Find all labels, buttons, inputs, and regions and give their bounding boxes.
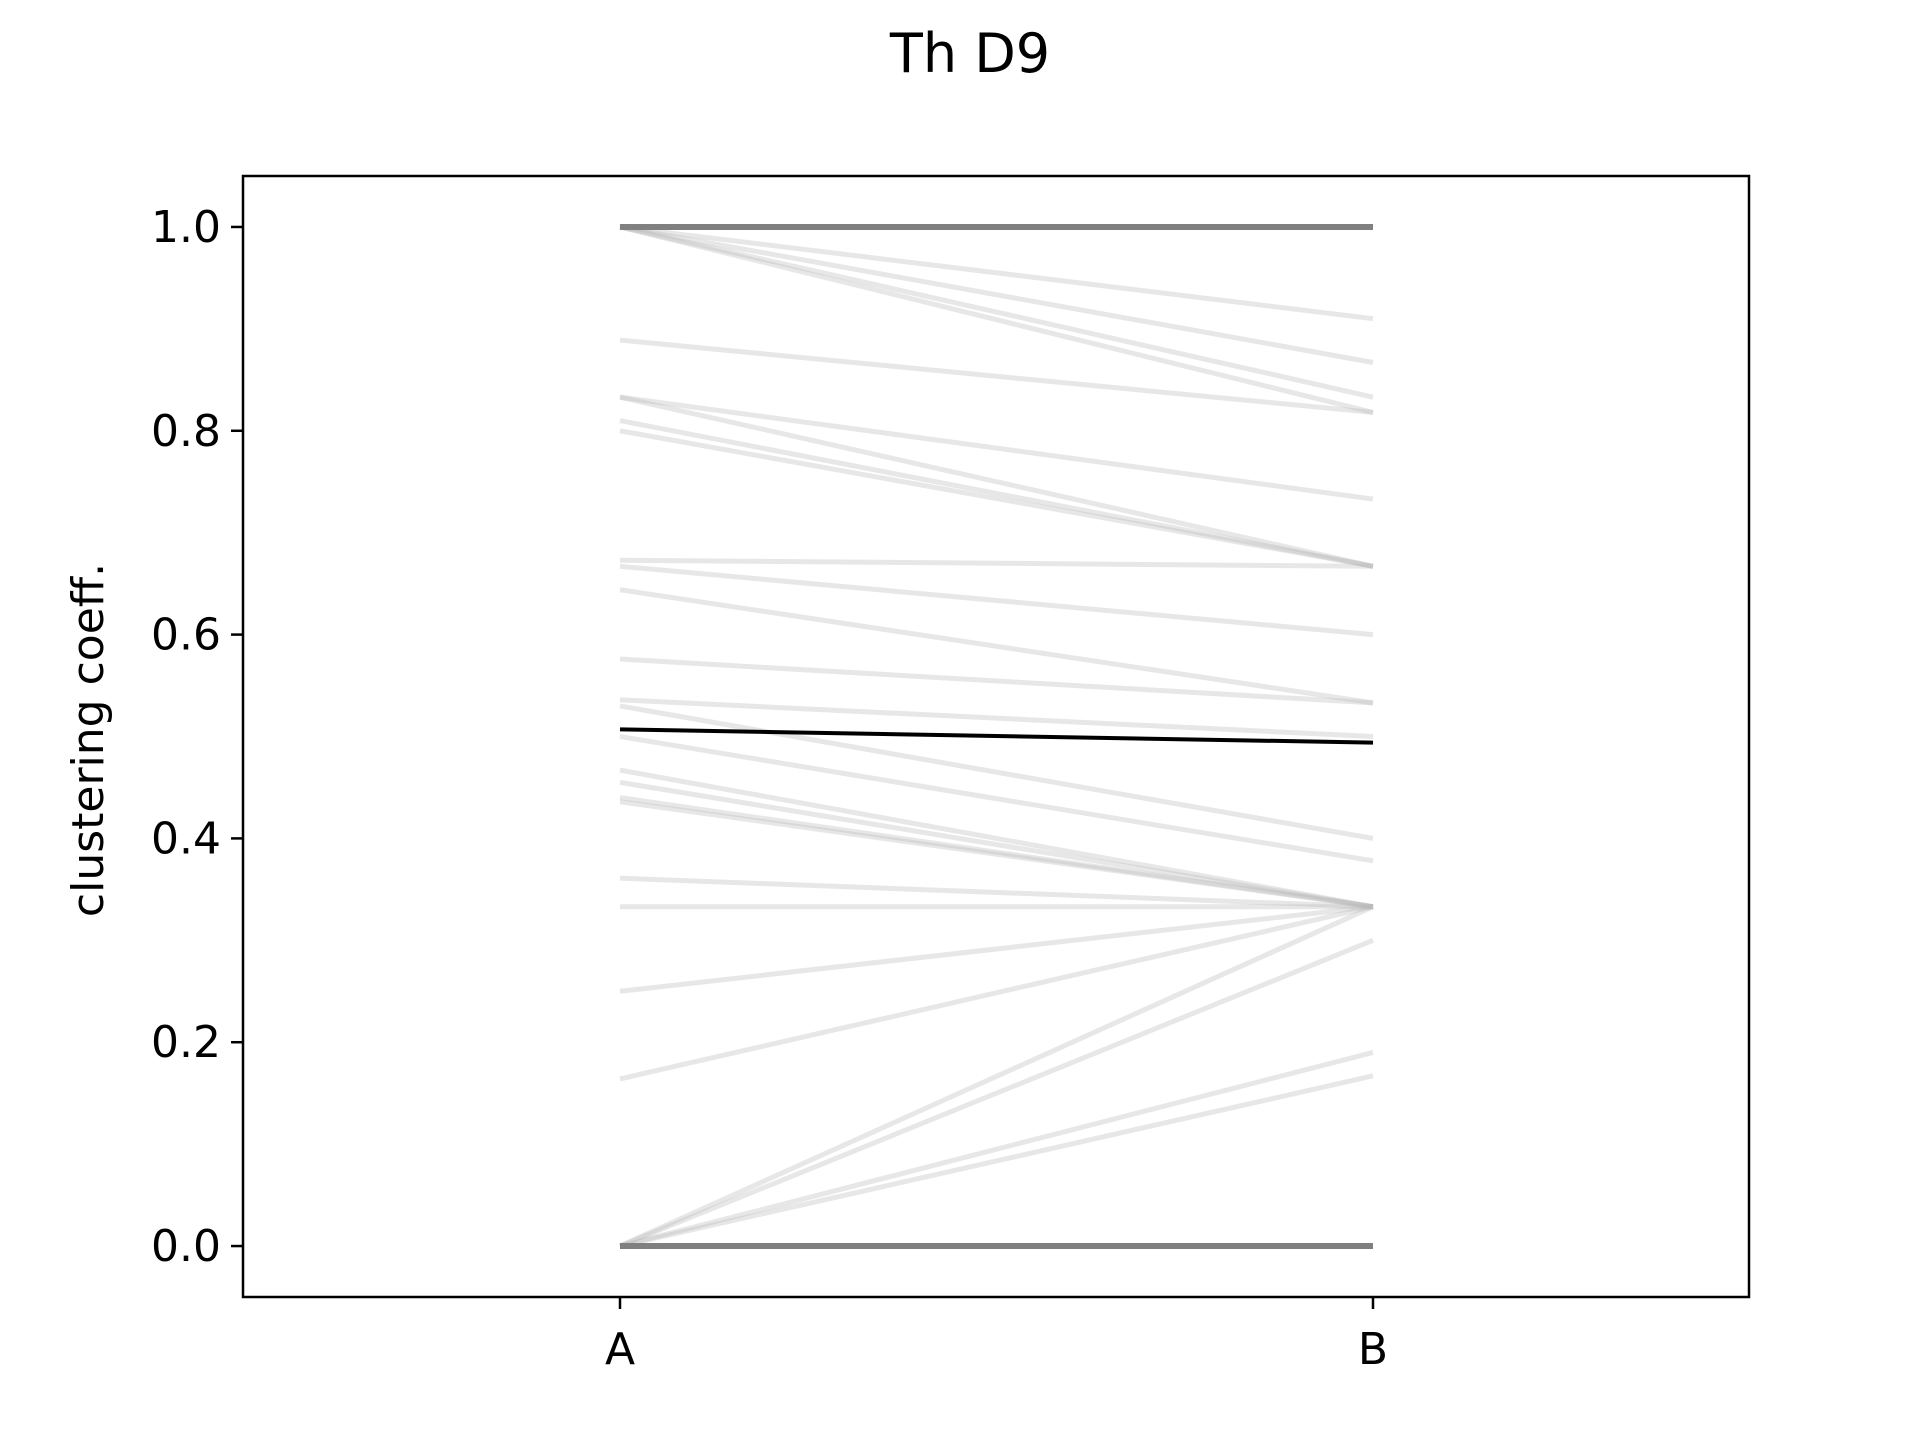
series-line bbox=[619, 938, 1374, 1249]
series-line bbox=[619, 799, 1374, 910]
series-line bbox=[619, 224, 1374, 365]
series-line bbox=[619, 697, 1374, 739]
chart-title: Th D9 bbox=[889, 22, 1050, 85]
series-line bbox=[619, 337, 1374, 415]
series-line bbox=[619, 703, 1374, 841]
y-tick-label: 0.8 bbox=[151, 406, 221, 457]
x-tick-label: B bbox=[1358, 1324, 1388, 1375]
series-line bbox=[618, 904, 1375, 1249]
y-tick-label: 1.0 bbox=[151, 202, 221, 253]
series-line bbox=[619, 734, 1374, 864]
plot-frame bbox=[241, 174, 1751, 1299]
series-line bbox=[619, 587, 1374, 706]
y-axis: 0.0 0.2 0.4 0.6 0.8 1.0 bbox=[151, 202, 243, 1272]
series-line bbox=[619, 767, 1374, 910]
series-line bbox=[619, 904, 1374, 994]
series-line bbox=[619, 875, 1374, 910]
series-line bbox=[619, 904, 1374, 1082]
series-line bbox=[619, 563, 1374, 638]
series-line bbox=[619, 1049, 1374, 1249]
series-line bbox=[619, 795, 1374, 910]
series-line bbox=[619, 224, 1374, 322]
y-tick-label: 0.2 bbox=[151, 1017, 221, 1068]
y-tick-label: 0.6 bbox=[151, 610, 221, 661]
mean-line bbox=[619, 727, 1374, 745]
series-line bbox=[619, 656, 1374, 706]
series-line bbox=[619, 224, 1374, 400]
y-tick-label: 0.4 bbox=[151, 813, 221, 864]
series-line bbox=[619, 428, 1374, 569]
series-line bbox=[619, 1073, 1374, 1249]
mean-line-group bbox=[619, 727, 1374, 745]
series-lines bbox=[618, 223, 1375, 1250]
series-line bbox=[619, 557, 1374, 569]
series-line bbox=[619, 779, 1374, 910]
series-line bbox=[619, 394, 1374, 502]
y-axis-label: clustering coeff. bbox=[63, 563, 114, 917]
series-line bbox=[619, 224, 1374, 415]
series-line bbox=[619, 418, 1374, 569]
series-line bbox=[619, 394, 1374, 569]
x-tick-label: A bbox=[605, 1324, 635, 1375]
y-tick-label: 0.0 bbox=[151, 1221, 221, 1272]
